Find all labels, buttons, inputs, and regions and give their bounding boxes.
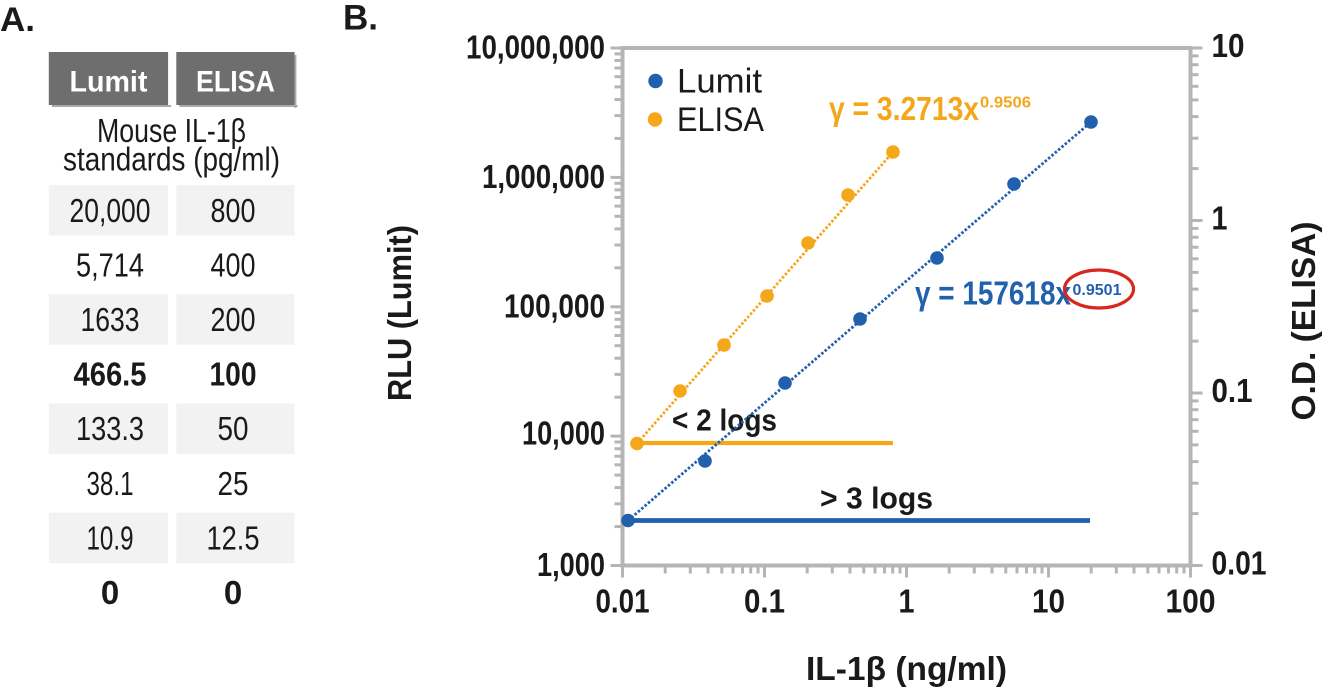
svg-text:γ = 3.2713x: γ = 3.2713x: [829, 90, 980, 127]
svg-text:1633: 1633: [81, 301, 140, 338]
svg-text:Lumit: Lumit: [677, 63, 763, 101]
svg-text:100: 100: [210, 356, 257, 393]
svg-text:standards (pg/ml): standards (pg/ml): [63, 141, 280, 178]
svg-text:466.5: 466.5: [74, 356, 147, 393]
svg-text:1,000: 1,000: [537, 546, 605, 583]
svg-text:100: 100: [1166, 583, 1216, 620]
svg-text:A.: A.: [0, 1, 35, 39]
svg-text:IL-1β (ng/ml): IL-1β (ng/ml): [806, 650, 1007, 687]
svg-text:1,000,000: 1,000,000: [482, 158, 605, 195]
svg-text:50: 50: [218, 410, 249, 447]
svg-text:10,000: 10,000: [522, 415, 605, 452]
svg-text:800: 800: [211, 192, 256, 229]
svg-text:400: 400: [211, 246, 256, 283]
svg-text:133.3: 133.3: [76, 410, 144, 447]
svg-text:10.9: 10.9: [87, 519, 134, 556]
svg-text:Mouse IL-1β: Mouse IL-1β: [97, 112, 246, 149]
svg-text:10: 10: [1212, 27, 1245, 64]
svg-text:100,000: 100,000: [504, 287, 605, 324]
svg-text:O.D. (ELISA): O.D. (ELISA): [1285, 222, 1322, 421]
svg-text:B.: B.: [343, 0, 378, 38]
svg-text:< 2 logs: < 2 logs: [672, 403, 777, 438]
svg-text:0: 0: [101, 574, 119, 611]
svg-text:5,714: 5,714: [76, 246, 144, 283]
svg-text:0: 0: [224, 574, 242, 611]
svg-text:0.1: 0.1: [744, 583, 785, 620]
svg-text:γ = 157618x: γ = 157618x: [915, 275, 1072, 312]
svg-text:200: 200: [211, 301, 256, 338]
svg-text:Lumit: Lumit: [69, 66, 147, 99]
svg-text:10,000,000: 10,000,000: [466, 29, 605, 66]
svg-text:0.01: 0.01: [596, 583, 650, 620]
svg-text:0.9506: 0.9506: [980, 95, 1031, 112]
svg-text:20,000: 20,000: [70, 192, 151, 229]
svg-text:> 3 logs: > 3 logs: [820, 481, 933, 516]
svg-text:38.1: 38.1: [87, 465, 134, 502]
svg-text:0.01: 0.01: [1212, 545, 1267, 582]
svg-text:ELISA: ELISA: [196, 66, 275, 99]
svg-text:1: 1: [1212, 200, 1228, 237]
svg-text:25: 25: [218, 465, 249, 502]
svg-text:ELISA: ELISA: [677, 101, 764, 139]
svg-text:0.9501: 0.9501: [1073, 282, 1122, 299]
svg-text:12.5: 12.5: [207, 519, 260, 556]
svg-text:RLU (Lumit): RLU (Lumit): [381, 225, 418, 401]
svg-text:1: 1: [899, 583, 915, 620]
svg-text:10: 10: [1032, 583, 1065, 620]
svg-text:0.1: 0.1: [1212, 372, 1253, 409]
